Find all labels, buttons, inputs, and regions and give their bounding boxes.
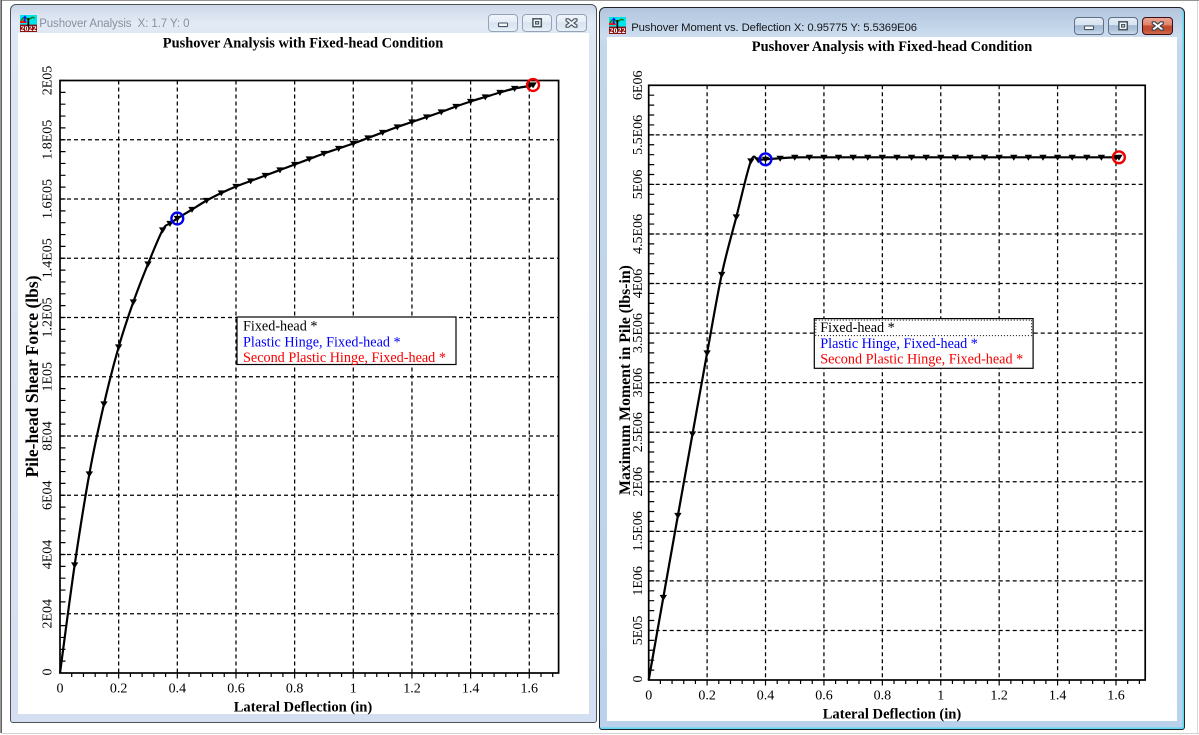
- svg-text:2E05: 2E05: [41, 66, 56, 96]
- svg-text:2022: 2022: [609, 26, 625, 34]
- svg-text:5E06: 5E06: [631, 170, 646, 200]
- svg-text:Second Plastic Hinge, Fixed-he: Second Plastic Hinge, Fixed-head *: [243, 350, 446, 366]
- svg-text:1E05: 1E05: [41, 362, 56, 392]
- svg-text:1: 1: [350, 682, 357, 697]
- svg-text:0.4: 0.4: [757, 689, 775, 704]
- svg-text:5E05: 5E05: [631, 616, 646, 646]
- svg-text:4E06: 4E06: [631, 269, 646, 299]
- svg-text:1.2E05: 1.2E05: [41, 297, 56, 337]
- svg-text:0: 0: [57, 682, 64, 697]
- svg-text:1.2: 1.2: [990, 689, 1008, 704]
- svg-text:0.4: 0.4: [169, 682, 187, 697]
- svg-text:1.5E06: 1.5E06: [631, 511, 646, 551]
- svg-text:Lateral Deflection (in): Lateral Deflection (in): [234, 700, 373, 716]
- svg-text:5.5E06: 5.5E06: [631, 115, 646, 155]
- svg-text:3.5E06: 3.5E06: [631, 313, 646, 353]
- svg-text:2022: 2022: [21, 24, 37, 32]
- svg-text:Fixed-head *: Fixed-head *: [243, 319, 317, 335]
- svg-text:0: 0: [41, 669, 56, 676]
- svg-text:6E04: 6E04: [41, 480, 56, 510]
- svg-text:4.5E06: 4.5E06: [631, 214, 646, 254]
- svg-text:0.8: 0.8: [874, 689, 892, 704]
- svg-text:4E04: 4E04: [41, 540, 56, 570]
- svg-text:Fixed-head *: Fixed-head *: [820, 320, 894, 336]
- svg-text:0.6: 0.6: [227, 682, 245, 697]
- svg-text:1.4: 1.4: [462, 682, 480, 697]
- svg-text:8E04: 8E04: [41, 421, 56, 451]
- svg-text:Pushover Analysis with Fixed-h: Pushover Analysis with Fixed-head Condit…: [163, 36, 443, 52]
- svg-text:Second Plastic Hinge, Fixed-he: Second Plastic Hinge, Fixed-head *: [820, 352, 1023, 368]
- svg-text:1.6: 1.6: [521, 682, 539, 697]
- svg-text:Pile-head Shear Force (lbs): Pile-head Shear Force (lbs): [22, 275, 42, 477]
- svg-text:Pushover Analysis with Fixed-h: Pushover Analysis with Fixed-head Condit…: [752, 39, 1032, 55]
- svg-text:Lateral Deflection (in): Lateral Deflection (in): [823, 707, 962, 723]
- svg-text:1.6: 1.6: [1107, 689, 1125, 704]
- svg-text:1.4: 1.4: [1049, 689, 1067, 704]
- svg-text:1E06: 1E06: [631, 566, 646, 596]
- svg-text:3E06: 3E06: [631, 368, 646, 398]
- svg-text:Maximum Moment in Pile (lbs-i: Maximum Moment in Pile (lbs-in): [617, 265, 634, 495]
- svg-text:1.2: 1.2: [403, 682, 421, 697]
- svg-text:1.6E05: 1.6E05: [41, 179, 56, 219]
- svg-text:1: 1: [937, 689, 944, 704]
- svg-text:2.5E06: 2.5E06: [631, 412, 646, 452]
- svg-text:0: 0: [645, 689, 652, 704]
- svg-text:Plastic Hinge, Fixed-head *: Plastic Hinge, Fixed-head *: [820, 336, 978, 352]
- svg-text:1.8E05: 1.8E05: [41, 120, 56, 160]
- svg-text:2E04: 2E04: [41, 599, 56, 629]
- svg-text:Plastic Hinge, Fixed-head *: Plastic Hinge, Fixed-head *: [243, 334, 401, 350]
- svg-text:0.6: 0.6: [815, 689, 833, 704]
- svg-text:6E06: 6E06: [631, 71, 646, 101]
- svg-text:0.8: 0.8: [286, 682, 304, 697]
- svg-text:0.2: 0.2: [110, 682, 128, 697]
- svg-text:0: 0: [631, 676, 646, 683]
- svg-text:1.4E05: 1.4E05: [41, 238, 56, 278]
- svg-text:2E06: 2E06: [631, 467, 646, 497]
- svg-text:0.2: 0.2: [698, 689, 716, 704]
